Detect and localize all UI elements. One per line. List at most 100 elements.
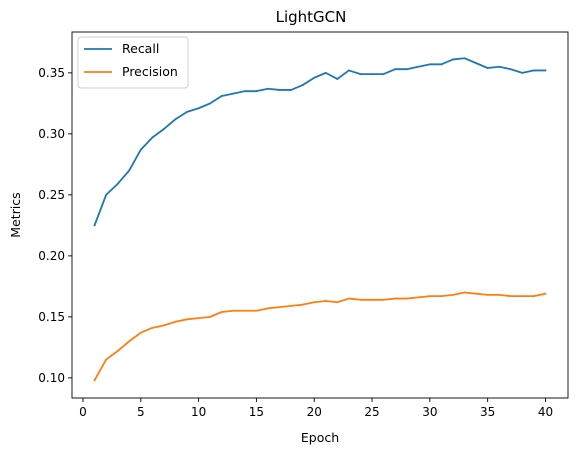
x-tick-label: 0 — [79, 405, 87, 419]
data-point-precision — [417, 296, 420, 299]
y-tick-label: 0.25 — [38, 188, 65, 202]
data-point-recall — [116, 182, 119, 185]
x-axis-label: Epoch — [301, 430, 339, 445]
data-point-recall — [93, 224, 96, 227]
data-point-precision — [290, 304, 292, 307]
y-tick-label: 0.35 — [38, 66, 65, 80]
data-point-precision — [463, 291, 466, 294]
data-point-recall — [498, 65, 501, 68]
data-point-recall — [220, 95, 223, 97]
data-point-precision — [197, 317, 200, 319]
x-tick-label: 25 — [364, 405, 379, 419]
data-point-recall — [290, 89, 292, 91]
data-point-precision — [278, 306, 281, 309]
data-point-precision — [93, 379, 96, 382]
data-point-precision — [116, 350, 119, 352]
x-tick-label: 30 — [422, 405, 437, 419]
data-point-precision — [255, 309, 258, 312]
y-tick-label: 0.30 — [38, 127, 65, 141]
chart-title: LightGCN — [276, 8, 347, 26]
data-point-recall — [405, 68, 408, 71]
data-point-precision — [475, 292, 477, 295]
data-point-recall — [278, 89, 281, 91]
legend-label-precision: Precision — [122, 64, 178, 79]
data-point-precision — [440, 295, 443, 298]
data-point-recall — [428, 63, 431, 66]
x-tick-label: 40 — [538, 405, 553, 419]
plot-area-frame — [71, 31, 569, 399]
x-tick-label: 15 — [249, 405, 264, 419]
data-point-precision — [532, 295, 535, 298]
data-point-recall — [486, 67, 489, 69]
data-point-recall — [232, 92, 235, 95]
data-point-precision — [209, 315, 212, 318]
data-point-precision — [382, 298, 385, 301]
data-point-recall — [105, 193, 108, 196]
data-point-recall — [186, 111, 188, 113]
data-point-recall — [163, 128, 165, 130]
data-point-precision — [163, 324, 165, 327]
data-point-recall — [255, 90, 258, 93]
data-point-recall — [209, 102, 212, 105]
y-tick-label: 0.20 — [38, 249, 65, 263]
data-point-precision — [232, 309, 235, 312]
data-point-precision — [139, 331, 142, 334]
data-point-recall — [521, 71, 524, 74]
data-point-precision — [220, 311, 223, 313]
data-point-precision — [405, 297, 408, 300]
y-axis-label: Metrics — [8, 192, 23, 237]
data-point-recall — [417, 65, 420, 68]
data-point-precision — [151, 326, 154, 329]
y-axis: 0.10 0.15 0.20 0.25 0.30 0.35 — [38, 66, 72, 385]
x-tick-label: 10 — [191, 405, 206, 419]
series-group — [93, 57, 547, 382]
x-tick-label: 5 — [137, 405, 145, 419]
x-axis: 0 5 10 15 20 25 30 35 40 — [79, 398, 553, 419]
data-point-recall — [336, 78, 339, 80]
x-tick-label: 20 — [307, 405, 322, 419]
data-point-precision — [324, 300, 327, 302]
series-line-precision — [93, 291, 547, 382]
data-point-recall — [174, 118, 177, 121]
data-point-recall — [544, 69, 547, 72]
data-point-recall — [532, 69, 535, 72]
data-point-precision — [394, 297, 397, 300]
data-point-recall — [139, 148, 142, 151]
data-point-recall — [440, 63, 443, 66]
data-point-precision — [486, 294, 489, 296]
data-point-recall — [197, 107, 200, 110]
data-point-precision — [348, 297, 350, 300]
data-point-recall — [359, 73, 362, 75]
data-point-precision — [509, 295, 512, 298]
legend: Recall Precision — [77, 36, 189, 89]
data-point-precision — [313, 301, 316, 304]
data-point-precision — [371, 298, 373, 301]
data-point-precision — [452, 294, 454, 296]
data-point-recall — [475, 62, 477, 65]
data-point-recall — [509, 68, 512, 71]
data-point-recall — [463, 57, 466, 60]
data-point-precision — [336, 301, 339, 304]
data-point-recall — [394, 68, 397, 71]
data-point-recall — [452, 58, 454, 61]
data-point-recall — [313, 76, 316, 79]
legend-label-recall: Recall — [122, 41, 159, 56]
data-point-precision — [521, 295, 524, 298]
data-point-recall — [382, 73, 385, 75]
y-tick-label: 0.15 — [38, 310, 65, 324]
data-point-recall — [324, 71, 327, 74]
x-tick-label: 35 — [480, 405, 495, 419]
data-point-precision — [544, 292, 547, 295]
data-point-precision — [428, 295, 431, 298]
data-point-precision — [105, 358, 108, 361]
data-point-precision — [267, 307, 269, 310]
series-line-recall — [93, 57, 547, 227]
data-point-precision — [243, 309, 246, 312]
y-tick-label: 0.10 — [38, 371, 65, 385]
data-point-precision — [128, 340, 131, 343]
data-point-recall — [267, 87, 269, 90]
data-point-recall — [151, 136, 154, 139]
data-point-recall — [243, 90, 246, 93]
data-point-recall — [128, 169, 131, 172]
